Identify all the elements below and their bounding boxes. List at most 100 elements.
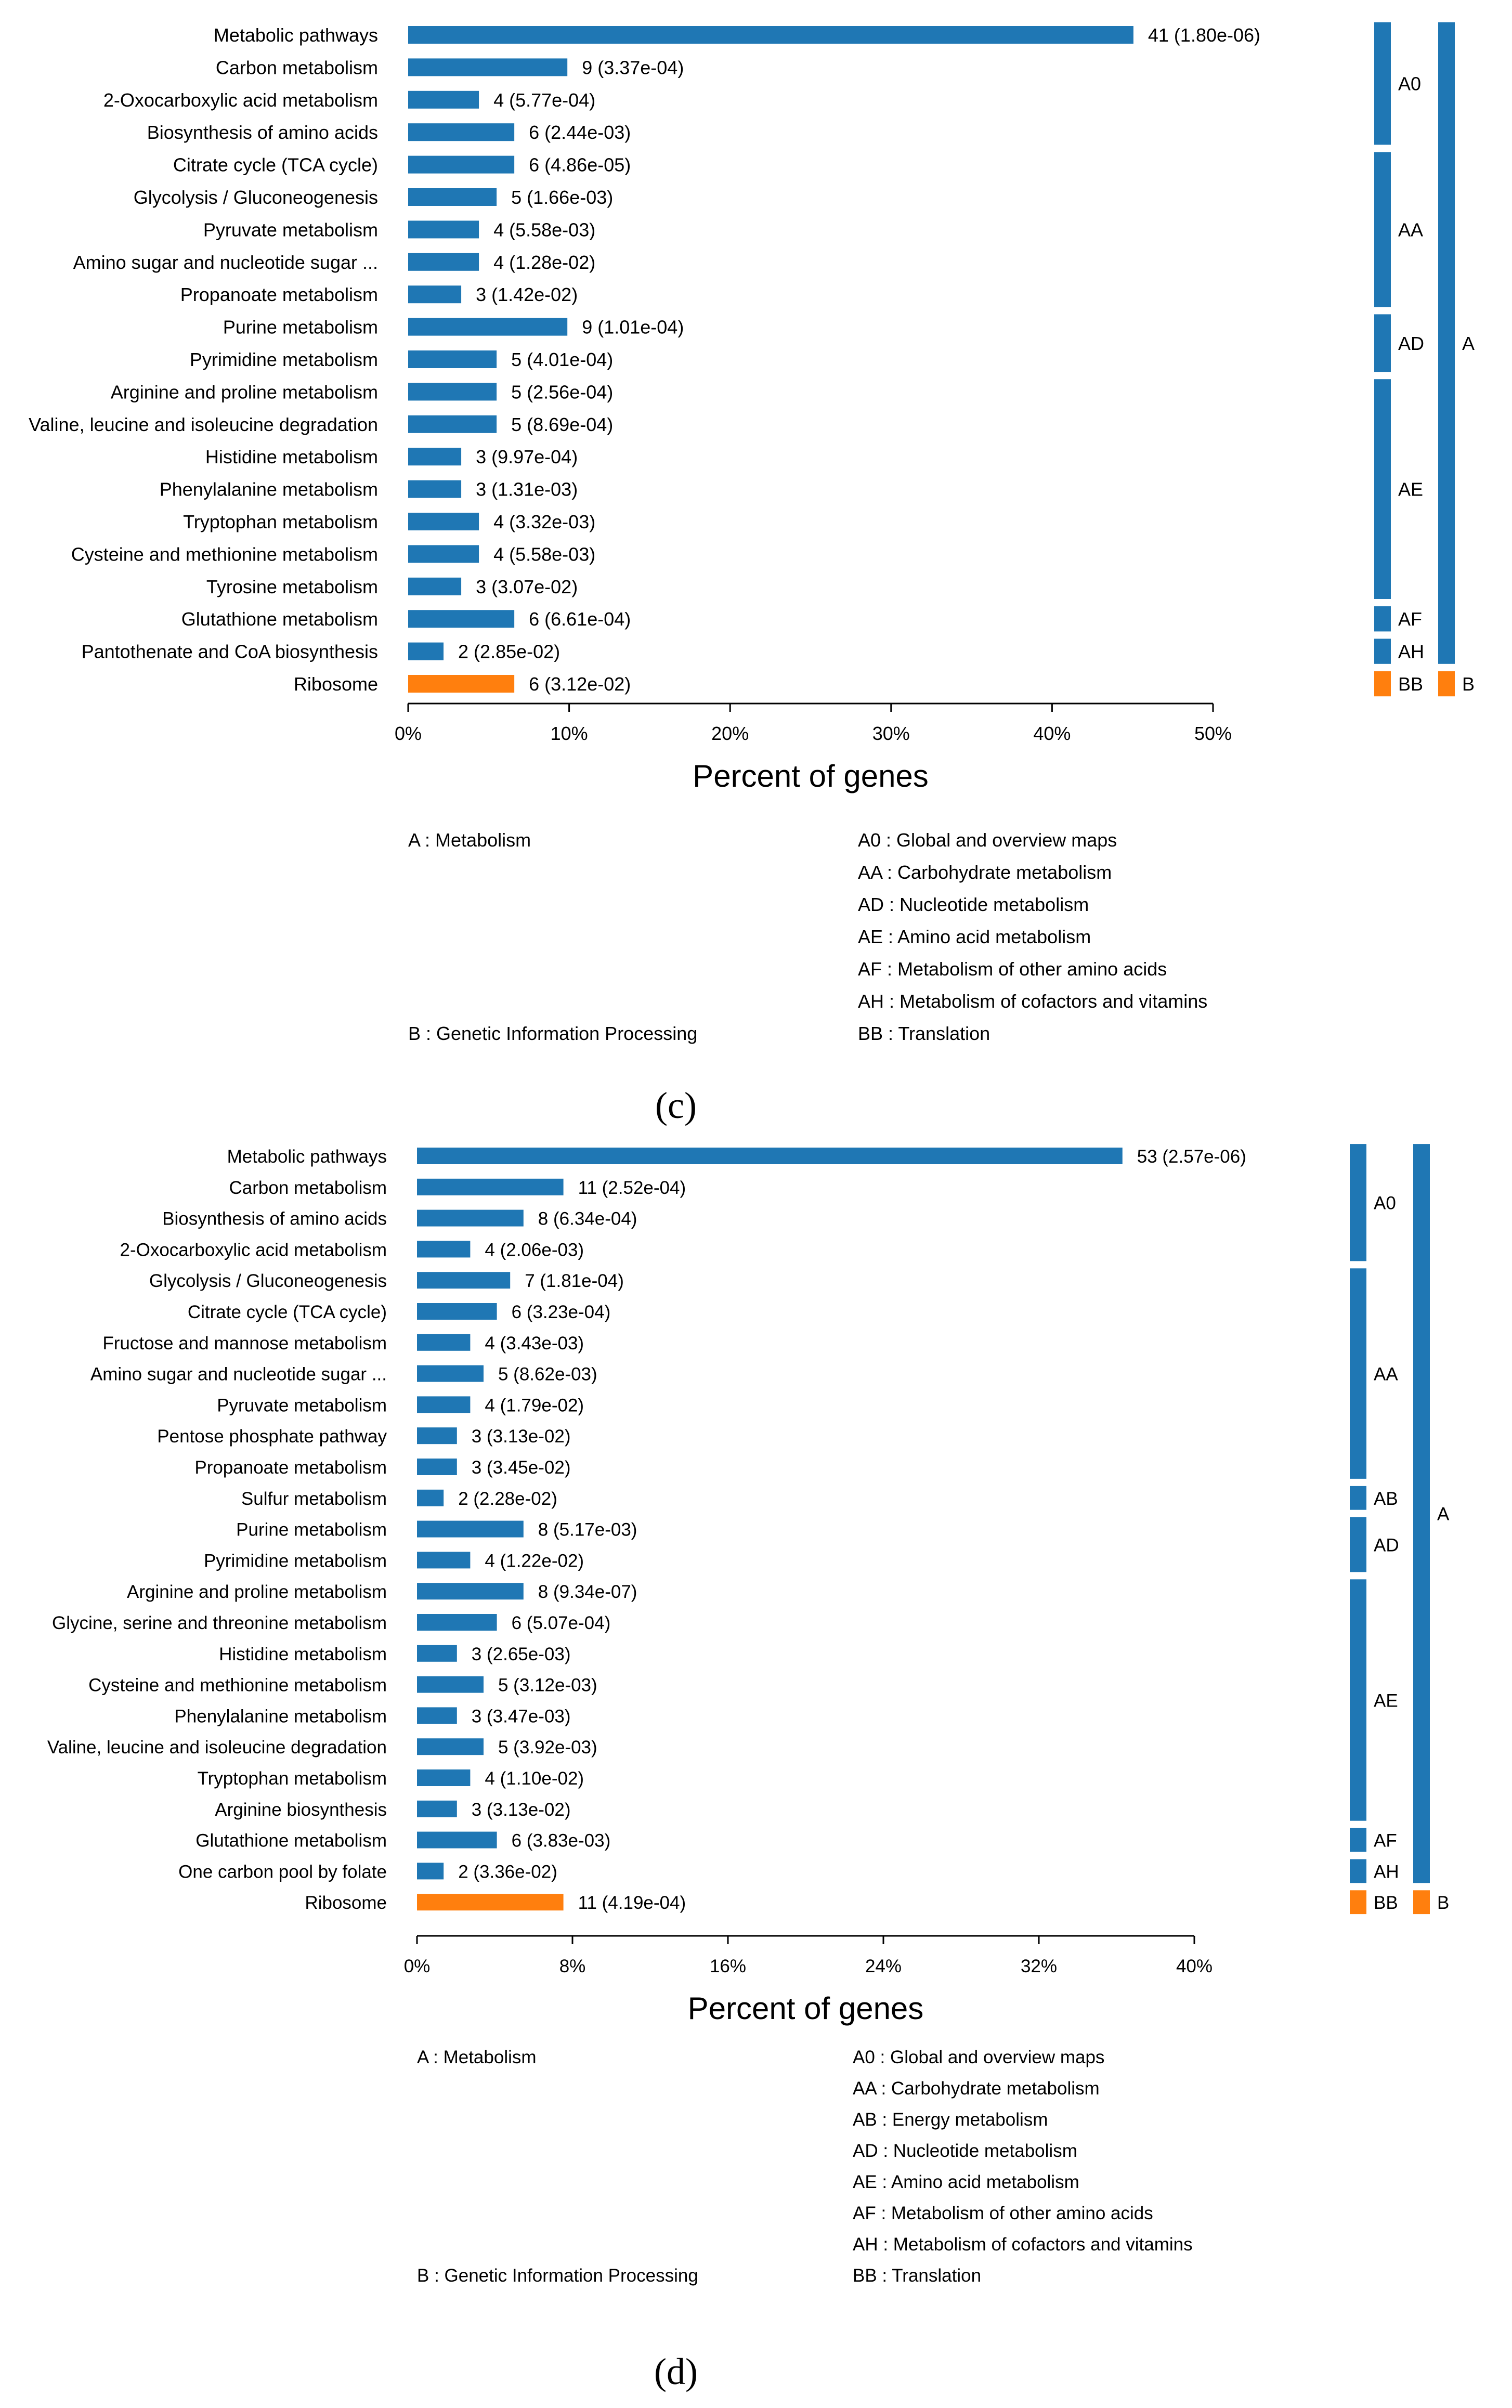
bar [417, 1489, 444, 1506]
class-bar [1350, 1579, 1366, 1821]
bar [417, 1272, 511, 1289]
category-label: Phenylalanine metabolism [160, 479, 378, 500]
bar [408, 448, 462, 466]
bar [417, 1520, 524, 1538]
bar [408, 90, 479, 109]
category-label: Histidine metabolism [219, 1644, 387, 1664]
bar [417, 1738, 484, 1755]
bar [408, 155, 515, 174]
x-tick-label: 24% [865, 1956, 902, 1976]
legend-right-item: AF : Metabolism of other amino acids [853, 2203, 1153, 2223]
legend-right-item: AE : Amino acid metabolism [858, 926, 1091, 947]
x-tick-label: 40% [1033, 723, 1071, 744]
category-label: Valine, leucine and isoleucine degradati… [29, 414, 378, 435]
class-label: AH [1374, 1862, 1399, 1882]
bar [417, 1707, 457, 1724]
class-bar [1374, 152, 1391, 307]
category-label: Propanoate metabolism [180, 284, 378, 305]
bar [408, 642, 444, 660]
class-label: A0 [1398, 73, 1421, 95]
bar [417, 1645, 457, 1662]
category-label: Metabolic pathways [227, 1147, 387, 1167]
data-label: 9 (3.37e-04) [582, 57, 684, 78]
data-label: 4 (1.79e-02) [485, 1395, 584, 1415]
bar [417, 1334, 471, 1351]
category-label: Arginine biosynthesis [215, 1800, 387, 1820]
bar [408, 285, 462, 304]
category-label: Tyrosine metabolism [206, 576, 378, 597]
data-label: 6 (6.61e-04) [529, 608, 631, 630]
panel-d-label: (d) [654, 2351, 698, 2392]
category-label: Glycolysis / Gluconeogenesis [149, 1271, 387, 1291]
data-label: 3 (1.31e-03) [476, 479, 578, 500]
data-label: 5 (1.66e-03) [511, 187, 613, 208]
top-class-label: B [1462, 673, 1475, 695]
bar [417, 1831, 497, 1849]
data-label: 6 (3.12e-02) [529, 673, 631, 695]
bar [408, 318, 568, 336]
bar [408, 610, 515, 628]
bar [408, 545, 479, 563]
category-label: 2-Oxocarboxylic acid metabolism [120, 1240, 387, 1260]
category-label: Pantothenate and CoA biosynthesis [82, 641, 378, 662]
data-label: 5 (3.92e-03) [498, 1737, 597, 1758]
category-label: Amino sugar and nucleotide sugar ... [90, 1364, 387, 1385]
legend-right-item: BB : Translation [853, 2266, 981, 2286]
legend-left-item: A : Metabolism [417, 2047, 537, 2067]
category-label: 2-Oxocarboxylic acid metabolism [103, 89, 378, 111]
category-label: Carbon metabolism [216, 57, 378, 78]
bar [417, 1396, 471, 1413]
bar [408, 188, 497, 206]
bar [417, 1863, 444, 1880]
category-label: Biosynthesis of amino acids [147, 122, 378, 143]
data-label: 4 (2.06e-03) [485, 1240, 584, 1260]
category-label: Valine, leucine and isoleucine degradati… [47, 1737, 387, 1758]
top-class-bar [1438, 671, 1455, 697]
data-label: 8 (5.17e-03) [538, 1520, 637, 1540]
data-label: 4 (5.58e-03) [493, 543, 595, 565]
class-label: AA [1374, 1364, 1398, 1385]
legend-left-item: B : Genetic Information Processing [408, 1023, 697, 1044]
panel-d-chart: Metabolic pathways 53 (2.57e-06) Carbon me… [47, 1144, 1450, 2286]
x-tick-label: 0% [395, 723, 422, 744]
bar [408, 26, 1133, 44]
bar [408, 513, 479, 530]
data-label: 5 (4.01e-04) [511, 349, 613, 370]
data-label: 4 (3.32e-03) [493, 511, 595, 532]
legend-right-item: AA : Carbohydrate metabolism [858, 862, 1112, 883]
bar [408, 350, 497, 368]
category-label: Arginine and proline metabolism [127, 1582, 387, 1602]
category-label: Ribosome [294, 673, 378, 695]
category-label: Histidine metabolism [205, 446, 378, 467]
data-label: 2 (2.28e-02) [458, 1489, 557, 1509]
bar [417, 1676, 484, 1693]
bar [408, 220, 479, 239]
data-label: 9 (1.01e-04) [582, 317, 684, 338]
category-label: Ribosome [305, 1893, 387, 1913]
data-label: 3 (3.13e-02) [472, 1800, 571, 1820]
legend-right-item: AH : Metabolism of cofactors and vitamin… [858, 991, 1207, 1012]
legend-left-item: A : Metabolism [408, 829, 531, 851]
class-bar [1374, 379, 1391, 599]
data-label: 6 (3.83e-03) [512, 1831, 611, 1851]
category-label: Glutathione metabolism [181, 608, 378, 630]
data-label: 4 (3.43e-03) [485, 1333, 584, 1353]
data-label: 3 (3.07e-02) [476, 576, 578, 597]
x-tick-label: 50% [1194, 723, 1232, 744]
bar [408, 383, 497, 401]
class-bar [1350, 1144, 1366, 1261]
bar [417, 1614, 497, 1631]
x-tick-label: 10% [551, 723, 588, 744]
legend-right-item: AH : Metabolism of cofactors and vitamin… [853, 2234, 1193, 2255]
class-label: AF [1398, 608, 1422, 630]
bar [408, 123, 515, 141]
class-label: AD [1398, 333, 1424, 354]
data-label: 6 (5.07e-04) [512, 1613, 611, 1633]
category-label: Cysteine and methionine metabolism [88, 1675, 387, 1696]
bar [417, 1769, 471, 1786]
data-label: 41 (1.80e-06) [1148, 24, 1260, 46]
x-tick-label: 32% [1021, 1956, 1057, 1976]
data-label: 8 (6.34e-04) [538, 1209, 637, 1229]
top-class-bar [1413, 1890, 1430, 1915]
